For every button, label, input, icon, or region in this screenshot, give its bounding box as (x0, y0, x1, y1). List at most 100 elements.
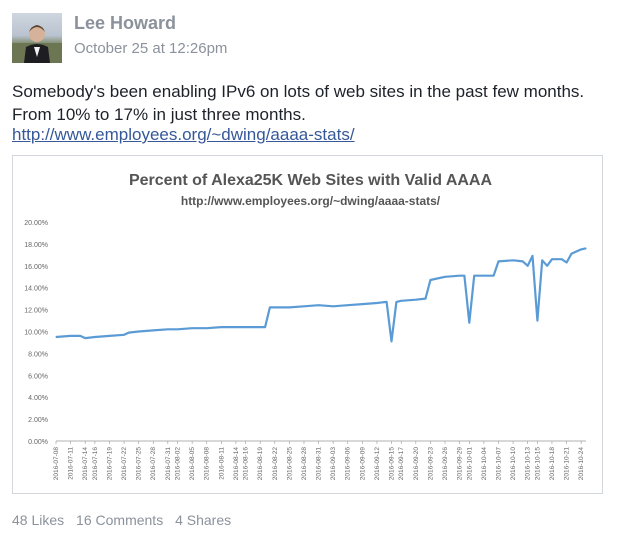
y-tick-label: 0.00% (28, 439, 48, 446)
x-tick-label: 2016-08-16 (243, 447, 250, 481)
data-point (580, 248, 582, 250)
data-point (206, 327, 208, 329)
data-point (429, 279, 431, 281)
x-tick-label: 2016-07-25 (136, 447, 143, 481)
shares-count[interactable]: 4 Shares (175, 512, 232, 528)
x-tick-label: 2016-09-20 (413, 447, 420, 481)
data-point (361, 303, 363, 305)
x-tick-label: 2016-07-28 (150, 447, 157, 481)
data-point (512, 259, 514, 261)
data-point (269, 306, 271, 308)
x-tick-label: 2016-10-07 (495, 447, 502, 481)
y-tick-label: 10.00% (24, 330, 48, 337)
post-timestamp[interactable]: October 25 at 12:26pm (74, 40, 228, 57)
x-tick-label: 2016-08-31 (316, 447, 323, 481)
x-tick-label: 2016-08-11 (218, 447, 225, 480)
data-point (522, 260, 524, 262)
chart-title: Percent of Alexa25K Web Sites with Valid… (128, 172, 493, 189)
data-point (497, 260, 500, 262)
data-point (220, 326, 222, 328)
data-point (390, 340, 393, 342)
x-tick-label: 2016-10-21 (564, 447, 571, 481)
data-point (546, 265, 548, 267)
data-point (468, 322, 470, 324)
y-tick-label: 2.00% (28, 417, 48, 424)
x-tick-label: 2016-09-29 (457, 447, 464, 481)
data-point (561, 258, 563, 260)
x-tick-label: 2016-09-23 (427, 447, 434, 481)
x-tick-label: 2016-09-03 (330, 447, 337, 481)
data-point (585, 247, 587, 249)
y-tick-label: 4.00% (28, 395, 48, 402)
x-tick-label: 2016-07-22 (121, 447, 128, 481)
person-icon (12, 25, 62, 63)
y-tick-label: 8.00% (28, 351, 48, 358)
data-point (274, 306, 276, 308)
data-point (303, 305, 305, 307)
data-point (493, 275, 495, 277)
data-point (332, 305, 334, 307)
data-point (415, 299, 417, 301)
x-tick-label: 2016-08-28 (301, 447, 308, 481)
y-tick-label: 18.00% (24, 242, 48, 249)
data-point (191, 327, 193, 329)
post-text: Somebody's been enabling IPv6 on lots of… (12, 82, 585, 124)
x-tick-label: 2016-08-25 (286, 447, 293, 481)
data-point (541, 259, 543, 261)
data-point (551, 258, 553, 260)
x-tick-label: 2016-07-31 (165, 447, 172, 481)
x-tick-label: 2016-08-02 (175, 447, 182, 481)
x-tick-label: 2016-10-04 (481, 447, 488, 481)
chart-image[interactable] (12, 155, 603, 494)
x-tick-label: 2016-07-19 (106, 447, 113, 481)
data-point (483, 275, 485, 277)
x-tick-label: 2016-08-14 (233, 447, 240, 481)
x-tick-label: 2016-09-17 (398, 447, 405, 481)
data-point (376, 302, 378, 304)
x-tick-label: 2016-10-18 (549, 447, 556, 481)
x-tick-label: 2016-10-01 (466, 447, 473, 481)
x-tick-label: 2016-10-13 (525, 447, 532, 481)
comments-count[interactable]: 16 Comments (76, 512, 164, 528)
y-tick-label: 14.00% (24, 286, 48, 293)
data-point (459, 275, 461, 277)
data-point (123, 334, 125, 336)
data-point (259, 326, 261, 328)
data-point (138, 330, 140, 333)
x-tick-label: 2016-08-05 (189, 447, 196, 481)
data-point (128, 332, 130, 334)
x-tick-label: 2016-08-19 (257, 447, 264, 481)
post-link[interactable]: http://www.employees.org/~dwing/aaaa-sta… (12, 125, 355, 144)
y-tick-label: 16.00% (24, 264, 48, 271)
data-point (108, 335, 111, 337)
x-tick-label: 2016-08-08 (204, 447, 211, 481)
data-point (318, 304, 320, 306)
data-point (167, 328, 169, 330)
chart-subtitle: http://www.employees.org/~dwing/aaaa-sta… (180, 194, 441, 208)
data-point (566, 261, 568, 264)
data-point (94, 336, 96, 338)
x-tick-label: 2016-10-24 (578, 447, 585, 481)
x-tick-label: 2016-07-11 (68, 447, 75, 480)
x-tick-label: 2016-09-15 (389, 447, 396, 481)
x-tick-label: 2016-09-12 (374, 447, 381, 481)
data-point (84, 337, 86, 339)
author-name[interactable]: Lee Howard (74, 13, 177, 33)
x-tick-label: 2016-09-26 (442, 447, 449, 481)
data-point (288, 306, 290, 308)
series-line (55, 247, 587, 343)
avatar[interactable] (12, 13, 62, 63)
likes-count[interactable]: 48 Likes (12, 512, 65, 528)
data-point (70, 335, 72, 337)
data-point (264, 326, 266, 328)
x-tick-label: 2016-07-14 (82, 447, 89, 481)
data-point (235, 326, 237, 328)
x-tick-label: 2016-07-08 (53, 447, 60, 481)
x-tick-label: 2016-07-16 (92, 447, 99, 481)
y-tick-label: 12.00% (24, 308, 48, 315)
data-point (463, 275, 465, 277)
y-tick-label: 6.00% (28, 373, 48, 380)
data-point (536, 320, 539, 322)
